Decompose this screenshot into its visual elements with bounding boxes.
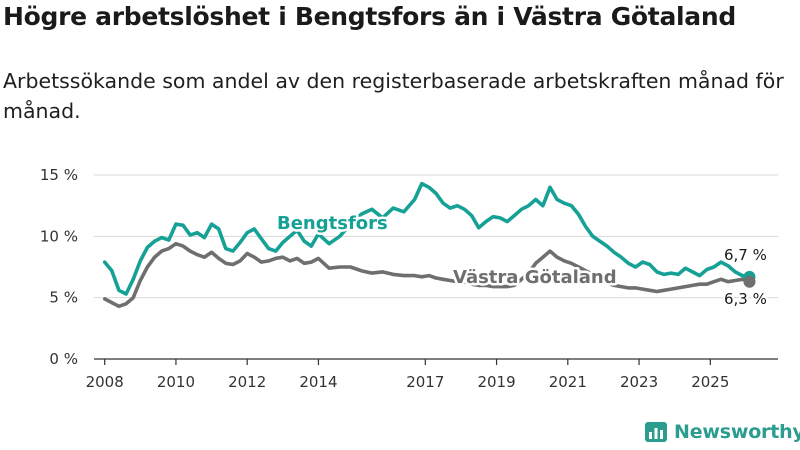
newsworthy-logo-text: Newsworthy: [674, 421, 800, 443]
series-line-bengtsfors: [102, 181, 752, 296]
end-label-vastra-gotaland: 6,3 %: [724, 290, 767, 308]
x-tick-label: 2025: [691, 373, 729, 391]
end-point-vastra-gotaland: [743, 275, 756, 288]
series-label-vastra-gotaland: Västra Götaland: [453, 267, 617, 288]
chart-title: Högre arbetslöshet i Bengtsfors än i Väs…: [3, 2, 736, 31]
newsworthy-logo: Newsworthy: [644, 420, 800, 444]
y-tick-label: 0 %: [49, 350, 78, 368]
chart-subtitle: Arbetssökande som andel av den registerb…: [3, 69, 784, 123]
series-label-bengtsfors: Bengtsfors: [277, 213, 388, 234]
series-line-vastra-gotaland: [102, 241, 752, 309]
x-tick-label: 2021: [549, 373, 587, 391]
x-tick-label: 2017: [406, 373, 444, 391]
x-tick-label: 2010: [157, 373, 195, 391]
end-label-bengtsfors: 6,7 %: [724, 246, 767, 264]
y-tick-label: 15 %: [40, 166, 78, 184]
x-tick-label: 2023: [620, 373, 658, 391]
newsworthy-logo-icon: [645, 422, 667, 442]
x-tick-label: 2019: [477, 373, 515, 391]
y-tick-label: 10 %: [40, 227, 78, 245]
y-tick-label: 5 %: [49, 289, 78, 307]
x-tick-label: 2014: [299, 373, 337, 391]
x-tick-label: 2012: [228, 373, 266, 391]
x-tick-label: 2008: [86, 373, 124, 391]
